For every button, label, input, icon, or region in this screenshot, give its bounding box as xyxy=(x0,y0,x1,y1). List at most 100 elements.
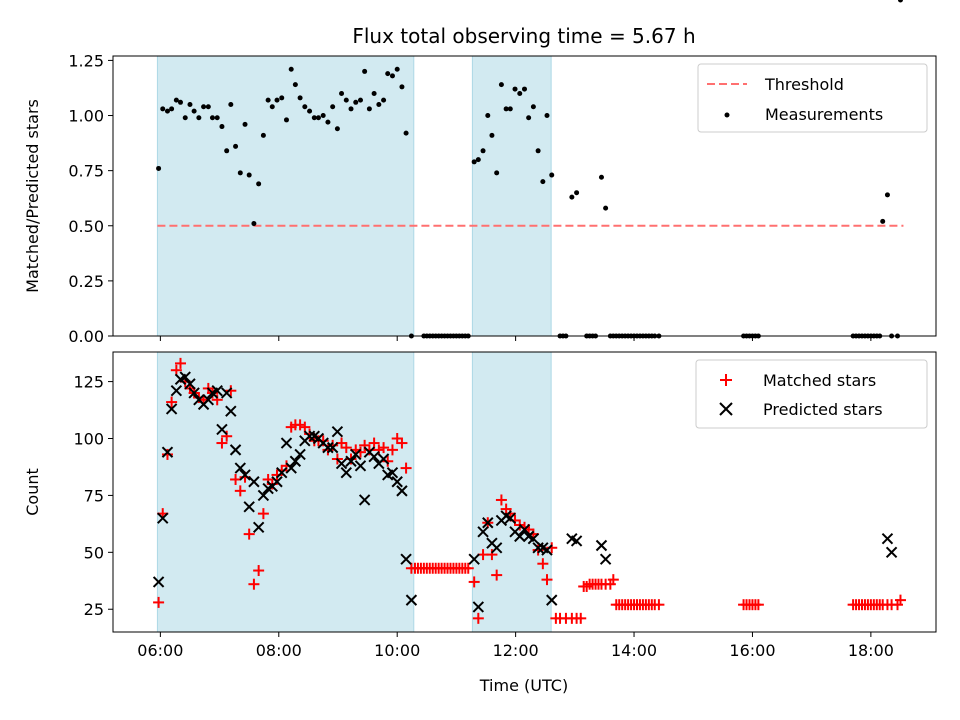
predicted-star-point xyxy=(294,448,306,461)
observing-window-1 xyxy=(156,55,415,337)
measurement-point xyxy=(209,115,215,121)
matched-star-point xyxy=(894,594,906,606)
predicted-star-point xyxy=(386,466,399,479)
predicted-star-point xyxy=(216,423,228,436)
matched-star-point xyxy=(234,485,246,497)
measurement-point xyxy=(237,170,243,176)
y-tick-label: 125 xyxy=(73,373,104,392)
axes-frame xyxy=(112,55,937,337)
measurement-point xyxy=(191,108,197,114)
legend-box xyxy=(695,359,928,429)
chart-title: Flux total observing time = 5.67 h xyxy=(352,24,695,48)
predicted-star-point xyxy=(243,501,255,513)
matched-star-point xyxy=(752,599,764,611)
x-tick-label: 14:00 xyxy=(611,641,657,660)
top-panel: 0.00 0.25 0.50 0.75 1.00 1.25 Matched/Predict… xyxy=(23,0,937,346)
measurement-point xyxy=(526,115,532,121)
matched-star-point xyxy=(462,562,474,574)
matched-star-point xyxy=(211,394,223,406)
measurement-point xyxy=(320,113,326,119)
x-tick-label: 10:00 xyxy=(374,641,420,660)
axes-ticks: 25 50 75 100 125 06:00 08:00 10:00 12:00 14:00 16:… xyxy=(73,373,893,660)
predicted-star-point xyxy=(541,544,553,556)
matched-star-point xyxy=(486,549,498,561)
measurement-point xyxy=(544,113,550,119)
predicted-star-point xyxy=(546,594,558,606)
legend-measurements-swatch xyxy=(724,112,730,118)
predicted-star-point xyxy=(345,455,357,467)
measurement-point xyxy=(156,165,162,171)
measurement-point xyxy=(376,102,382,108)
predicted-star-point xyxy=(271,476,283,488)
predicted-star-point xyxy=(252,521,265,533)
y-tick-label: 0.25 xyxy=(68,272,104,291)
bottom-panel: 25 50 75 100 125 06:00 08:00 10:00 12:00 14:00 16:… xyxy=(23,351,937,695)
observing-window-2 xyxy=(471,351,552,633)
legend-predicted-swatch xyxy=(719,402,733,416)
predicted-star-point xyxy=(350,448,362,461)
predicted-star-point xyxy=(239,469,251,481)
measurement-point xyxy=(399,84,405,90)
predicted-star-point xyxy=(229,444,242,456)
matched-star-point xyxy=(221,430,233,442)
predicted-star-point xyxy=(340,466,352,479)
measurement-point xyxy=(494,170,500,176)
measurement-point xyxy=(480,148,486,154)
matched-star-point xyxy=(253,565,265,577)
predicted-star-point xyxy=(322,441,334,454)
measurement-point xyxy=(353,99,359,105)
matched-star-point xyxy=(340,442,352,454)
measurement-point xyxy=(288,66,294,72)
predicted-star-point xyxy=(234,462,247,474)
matched-star-point xyxy=(225,385,237,397)
predicted-star-point xyxy=(368,451,380,463)
legend-box xyxy=(697,63,928,133)
predicted-star-point xyxy=(211,384,223,397)
predicted-star-point xyxy=(170,384,183,397)
predicted-star-point xyxy=(482,517,494,529)
matched-star-point xyxy=(653,599,665,611)
measurement-point xyxy=(343,97,349,103)
predicted-star-point xyxy=(280,437,293,449)
predicted-star-point xyxy=(326,441,339,454)
legend: Threshold Measurements xyxy=(697,63,928,133)
predicted-star-point xyxy=(468,553,480,565)
matched-star-point xyxy=(607,574,619,586)
predicted-star-point xyxy=(881,532,894,545)
predicted-star-point xyxy=(248,476,260,488)
matched-star-point xyxy=(575,612,587,624)
legend-matched-swatch xyxy=(720,374,732,386)
y-tick-label: 50 xyxy=(84,543,104,562)
measurement-point xyxy=(569,194,575,200)
measurement-point xyxy=(475,157,481,163)
measurement-point xyxy=(283,117,289,123)
predicted-star-point xyxy=(184,378,196,390)
measurement-point xyxy=(535,148,541,154)
predicted-star-point xyxy=(188,387,200,399)
matched-star-point xyxy=(216,437,228,449)
measurement-point xyxy=(598,174,604,180)
x-tick-label: 18:00 xyxy=(848,641,894,660)
matched-star-point xyxy=(396,437,408,449)
measurement-point xyxy=(489,132,495,138)
measurement-point xyxy=(897,0,903,3)
measurement-point xyxy=(507,106,513,112)
measurement-point xyxy=(394,66,400,72)
measurement-point xyxy=(549,172,555,178)
measurement-point xyxy=(385,71,391,77)
matched-star-point xyxy=(541,574,553,586)
y-tick-label: 0.00 xyxy=(68,327,104,346)
measurement-point xyxy=(228,102,234,108)
predicted-star-point xyxy=(472,601,485,613)
predicted-star-point xyxy=(202,394,215,406)
predicted-star-point xyxy=(179,371,191,383)
matched-star-point xyxy=(378,442,390,454)
matched-star-point xyxy=(373,444,385,456)
matched-star-point xyxy=(400,462,412,474)
measurement-point xyxy=(362,68,368,74)
predicted-star-point xyxy=(335,457,348,470)
predicted-star-point xyxy=(377,453,390,465)
predicted-star-point xyxy=(532,542,544,554)
predicted-star-point xyxy=(165,403,178,415)
